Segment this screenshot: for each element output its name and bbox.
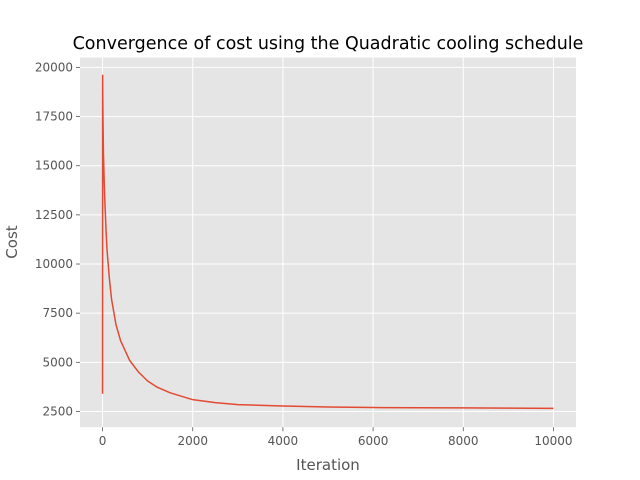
- x-tick-label: 0: [99, 434, 107, 448]
- x-ticks: 0 2000 4000 6000 8000 10000: [99, 427, 573, 448]
- y-tick-label: 7500: [42, 306, 73, 320]
- y-axis-label: Cost: [3, 225, 21, 258]
- y-tick-label: 10000: [35, 257, 73, 271]
- x-tick-label: 8000: [448, 434, 479, 448]
- plot-background: [80, 57, 576, 428]
- y-tick-label: 2500: [42, 404, 73, 418]
- y-tick-label: 5000: [42, 355, 73, 369]
- cost-series-line: [101, 74, 554, 410]
- x-tick-label: 6000: [358, 434, 389, 448]
- grid-lines: [80, 57, 576, 428]
- y-tick-label: 15000: [35, 159, 73, 173]
- y-tick-label: 17500: [35, 110, 73, 124]
- y-tick-label: 12500: [35, 208, 73, 222]
- chart-title: Convergence of cost using the Quadratic …: [73, 34, 584, 54]
- x-tick-label: 2000: [177, 434, 208, 448]
- y-ticks: 2500 5000 7500 10000 12500 15000 17500 20000: [35, 60, 80, 418]
- x-tick-label: 10000: [534, 434, 572, 448]
- x-tick-label: 4000: [268, 434, 299, 448]
- x-axis-label: Iteration: [296, 456, 360, 474]
- y-tick-label: 20000: [35, 60, 73, 74]
